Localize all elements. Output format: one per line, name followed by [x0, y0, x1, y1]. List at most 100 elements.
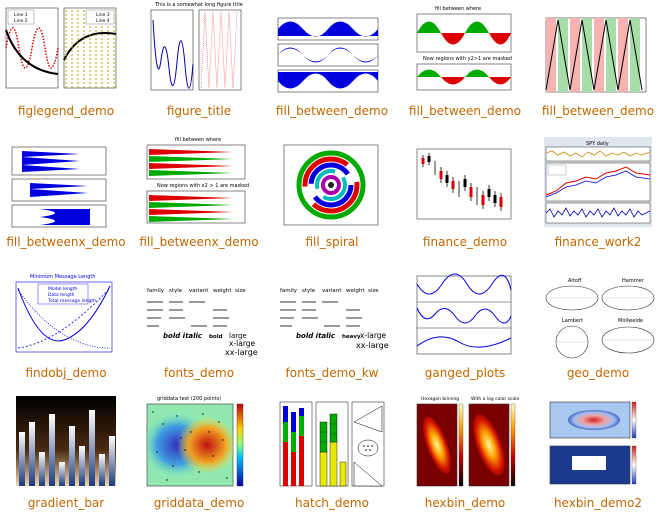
thumbnail-caption[interactable]: fill_between_demo [275, 104, 389, 118]
font-sample: xx-large [356, 341, 389, 350]
font-sample: family [280, 288, 298, 294]
gallery-item-hexbin-demo[interactable]: Hexagon binning With a log color scale h… [399, 392, 531, 520]
font-sample: weight [213, 288, 232, 294]
legend-text: Total message length [47, 298, 96, 304]
thumbnail-caption[interactable]: finance_work2 [554, 235, 642, 249]
thumbnail-image[interactable] [399, 131, 531, 233]
legend-text: Line 2 [14, 18, 28, 24]
thumbnail-caption[interactable]: ganged_plots [424, 366, 506, 380]
gallery-item-fill-betweenx-demo-2[interactable]: fill between where Now regions with x2 >… [133, 131, 265, 259]
font-sample: style [302, 288, 316, 294]
font-sample: bold italic [296, 332, 336, 340]
subplot-title: fill between where [435, 6, 481, 12]
gallery-item-fill-between-demo-1[interactable]: fill_between_demo [266, 0, 398, 128]
gallery-item-gradient-bar[interactable]: gradient_bar [0, 392, 132, 520]
thumbnail-caption[interactable]: hexbin_demo [424, 496, 506, 510]
thumbnail-image[interactable]: family style variant weight size bold it… [266, 262, 398, 364]
gallery-item-hexbin-demo2[interactable]: hexbin_demo2 [532, 392, 664, 520]
font-sample: large [229, 332, 247, 340]
figure-title-text: This is a somewhat long figure title [154, 2, 243, 8]
subplot-title: Now regions with x2 > 1 are masked [157, 183, 249, 189]
thumbnail-caption[interactable]: geo_demo [566, 366, 630, 380]
thumbnail-image[interactable] [0, 392, 132, 494]
thumbnail-caption[interactable]: hexbin_demo2 [553, 496, 643, 510]
projection-label: Lambert [562, 318, 583, 324]
thumbnail-image[interactable] [266, 0, 398, 102]
thumbnail-image[interactable]: Minimum Message Length Model length Data… [0, 262, 132, 364]
thumbnail-image[interactable] [0, 131, 132, 233]
gallery-item-finance-demo[interactable]: finance_demo [399, 131, 531, 259]
font-sample: variant [322, 288, 342, 294]
font-sample: family [147, 288, 165, 294]
gallery-item-griddata-demo[interactable]: griddata test (200 points) griddata_demo [133, 392, 265, 520]
thumbnail-caption[interactable]: finance_demo [422, 235, 508, 249]
thumbnail-image[interactable]: Line 1 Line 2 Line 3 Line 4 [0, 0, 132, 102]
thumbnail-image[interactable]: SPY daily [532, 131, 664, 233]
chart-title: Minimum Message Length [30, 274, 96, 280]
gallery-item-findobj-demo[interactable]: Minimum Message Length Model length Data… [0, 262, 132, 390]
font-sample: weight [346, 288, 365, 294]
font-sample: x-large [229, 339, 256, 348]
thumbnail-caption[interactable]: fill_between_demo [541, 104, 655, 118]
gallery-item-fill-between-demo-2[interactable]: fill between where Now regions with y2>1… [399, 0, 531, 128]
thumbnail-image[interactable]: This is a somewhat long figure title [133, 0, 265, 102]
font-sample: size [235, 288, 246, 294]
thumbnail-caption[interactable]: fill_betweenx_demo [6, 235, 126, 249]
gallery-item-hatch-demo[interactable]: hatch_demo [266, 392, 398, 520]
thumbnail-image[interactable]: fill between where Now regions with y2>1… [399, 0, 531, 102]
font-sample: x-large [360, 331, 387, 340]
projection-label: Mollweide [618, 318, 643, 324]
font-sample: bold italic [163, 332, 203, 340]
subplot-title: Now regions with y2>1 are masked [423, 56, 512, 62]
thumbnail-caption[interactable]: fonts_demo_kw [285, 366, 379, 380]
gallery-item-fonts-demo-kw[interactable]: family style variant weight size bold it… [266, 262, 398, 390]
projection-label: Aitoff [568, 278, 582, 284]
font-sample: size [368, 288, 379, 294]
legend-text: Data length [48, 292, 75, 298]
thumbnail-caption[interactable]: figlegend_demo [17, 104, 115, 118]
projection-label: Hammer [622, 278, 645, 284]
font-sample: variant [189, 288, 209, 294]
thumbnail-image[interactable] [532, 392, 664, 494]
gallery-item-figlegend-demo[interactable]: Line 1 Line 2 Line 3 Line 4 figlegend_de… [0, 0, 132, 128]
legend-text: Line 3 [96, 12, 110, 18]
gallery-item-fonts-demo[interactable]: family style variant weight size bold it… [133, 262, 265, 390]
thumbnail-image[interactable]: griddata test (200 points) [133, 392, 265, 494]
thumbnail-caption[interactable]: fill_betweenx_demo [139, 235, 259, 249]
thumbnail-image[interactable] [266, 131, 398, 233]
chart-title: SPY daily [586, 141, 609, 147]
thumbnail-image[interactable]: Aitoff Hammer Lambert Mollweide [532, 262, 664, 364]
gallery-item-finance-work2[interactable]: SPY daily finance_work2 [532, 131, 664, 259]
font-sample: xx-large [225, 348, 258, 357]
thumbnail-image[interactable] [399, 262, 531, 364]
subplot-title: Hexagon binning [421, 396, 459, 402]
subplot-title: With a log color scale [471, 396, 519, 402]
thumbnail-image[interactable]: Hexagon binning With a log color scale [399, 392, 531, 494]
gallery-item-fill-betweenx-demo-1[interactable]: fill_betweenx_demo [0, 131, 132, 259]
legend-text: Line 4 [96, 18, 110, 24]
thumbnail-caption[interactable]: gradient_bar [27, 496, 105, 510]
thumbnail-caption[interactable]: hatch_demo [295, 496, 369, 510]
legend-text: Line 1 [14, 12, 28, 18]
thumbnail-image[interactable]: fill between where Now regions with x2 >… [133, 131, 265, 233]
gallery-item-figure-title[interactable]: This is a somewhat long figure title fig… [133, 0, 265, 128]
subplot-title: fill between where [175, 137, 221, 143]
font-sample: bold [209, 334, 223, 340]
thumbnail-caption[interactable]: fill_between_demo [408, 104, 522, 118]
thumbnail-caption[interactable]: fonts_demo [163, 366, 235, 380]
thumbnail-image[interactable] [532, 0, 664, 102]
legend-text: Model length [48, 286, 77, 292]
gallery-item-geo-demo[interactable]: Aitoff Hammer Lambert Mollweide geo_demo [532, 262, 664, 390]
gallery-item-fill-spiral[interactable]: fill_spiral [266, 131, 398, 259]
gallery-item-fill-between-demo-3[interactable]: fill_between_demo [532, 0, 664, 128]
thumbnail-caption[interactable]: griddata_demo [153, 496, 245, 510]
thumbnail-image[interactable] [266, 392, 398, 494]
font-sample: style [169, 288, 183, 294]
thumbnail-caption[interactable]: findobj_demo [25, 366, 107, 380]
gallery-item-ganged-plots[interactable]: ganged_plots [399, 262, 531, 390]
thumbnail-caption[interactable]: figure_title [166, 104, 232, 118]
font-sample: heavy [342, 334, 361, 340]
thumbnail-caption[interactable]: fill_spiral [305, 235, 359, 249]
thumbnail-image[interactable]: family style variant weight size bold it… [133, 262, 265, 364]
